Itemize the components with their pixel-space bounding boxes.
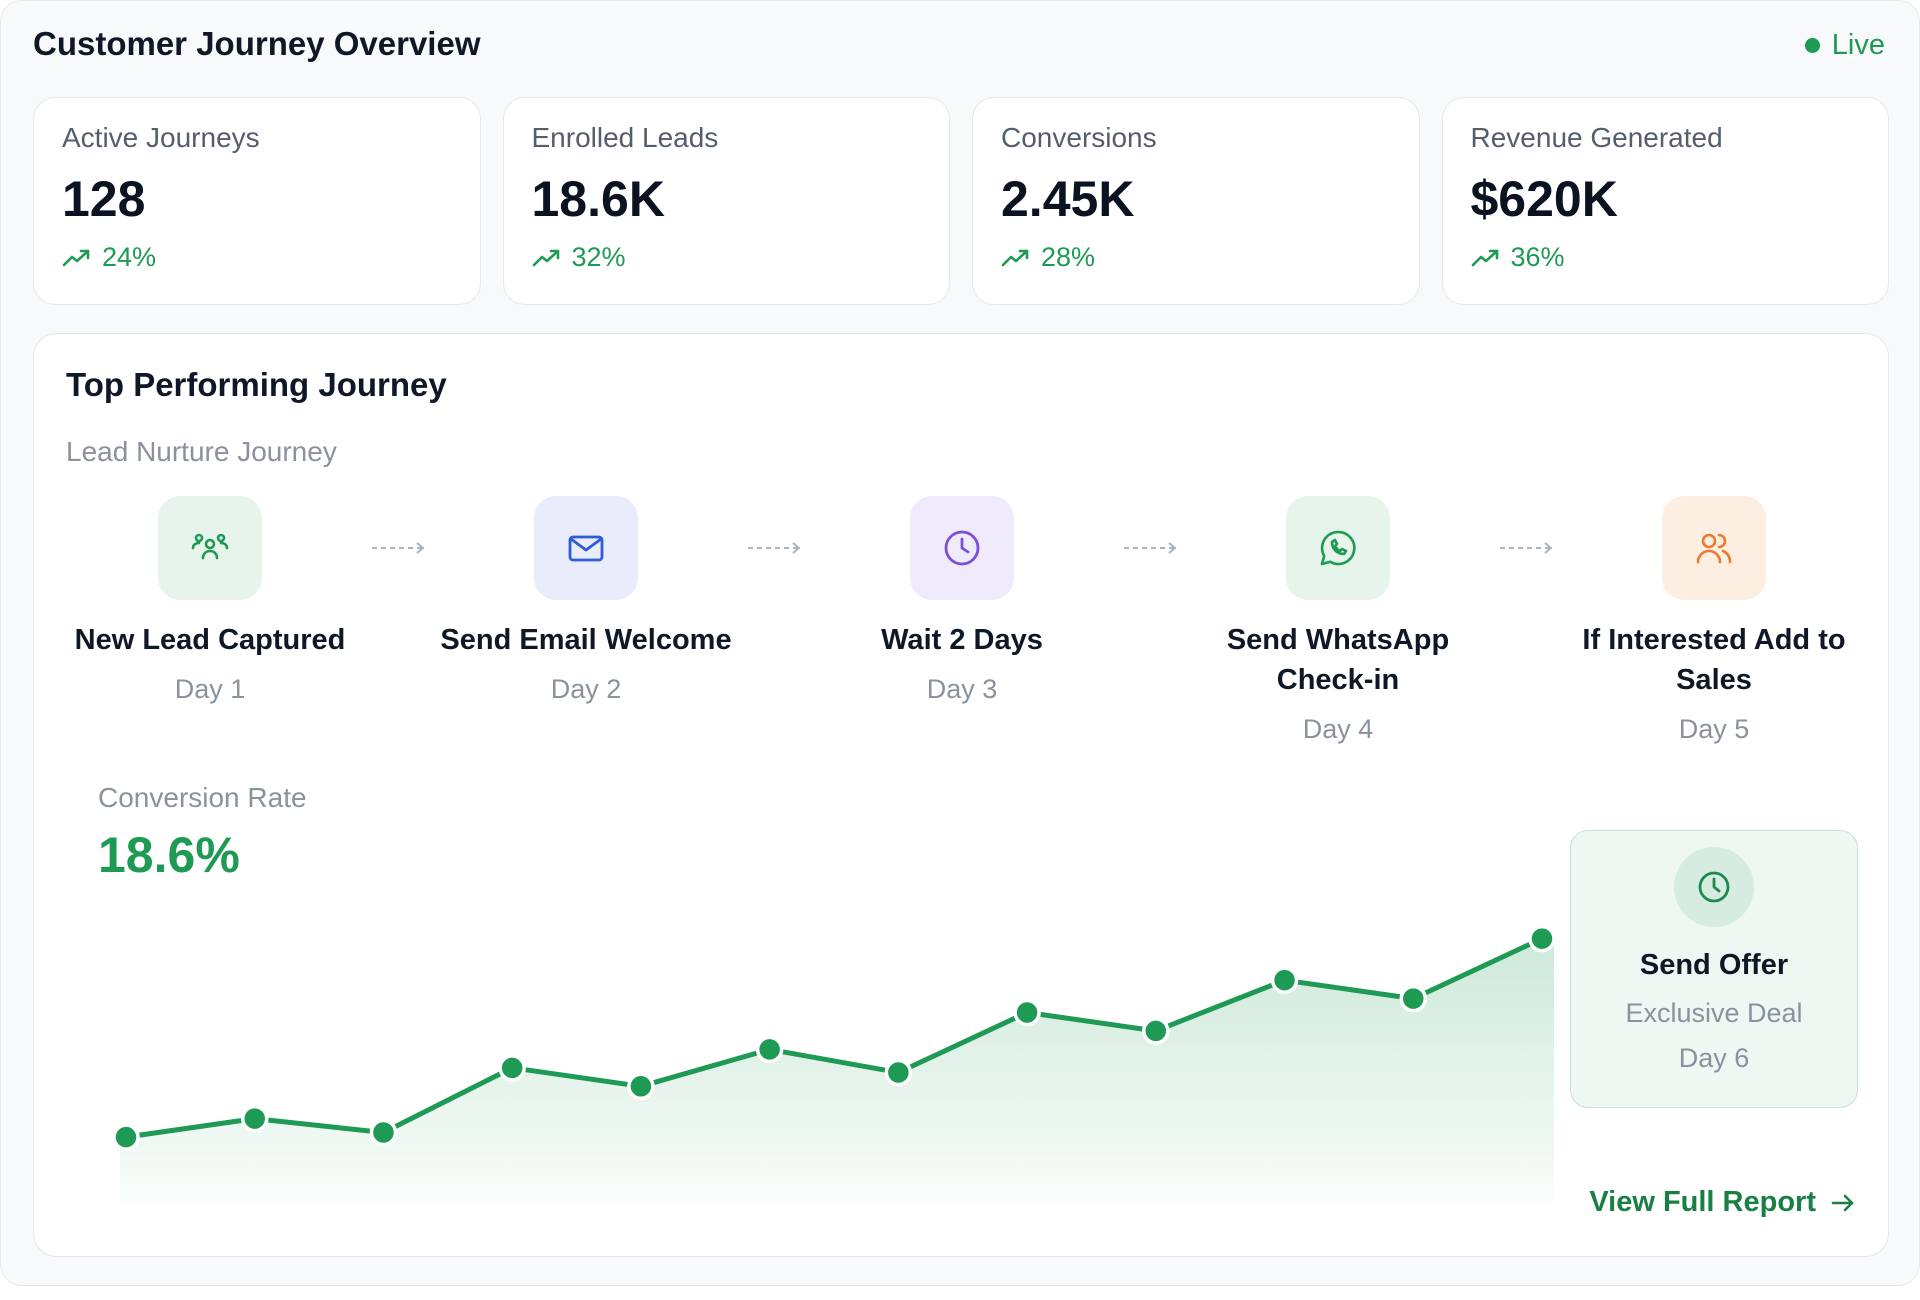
journey-steps: New Lead Captured Day 1 Send Email Welco… [34,496,1890,756]
kpi-delta: 32% [532,242,922,273]
page-title: Customer Journey Overview [33,25,481,62]
whatsapp-icon [1286,496,1390,600]
step-title: New Lead Captured [74,624,346,656]
users-icon [1662,496,1766,600]
step-day: Day 3 [926,674,998,704]
step-title: If Interested Add to Sales [1582,624,1846,696]
step-day: Day 2 [550,674,622,704]
step-title: Wait 2 Days [881,624,1043,656]
journey-step-whatsapp[interactable]: Send WhatsApp Check-in Day 4 [1188,496,1488,745]
journey-step-wait[interactable]: Wait 2 Days Day 3 [812,496,1112,705]
chart-area-fill [120,938,1554,1204]
step-day: Day 5 [1678,714,1750,744]
journey-step-send-email[interactable]: Send Email Welcome Day 2 [436,496,736,705]
kpi-card-revenue[interactable]: Revenue Generated $620K 36% [1441,97,1889,305]
section-title: Top Performing Journey [66,366,447,403]
journey-step-add-to-sales[interactable]: If Interested Add to Sales Day 5 [1564,496,1864,745]
trend-up-icon [1001,249,1029,266]
kpi-delta: 28% [1001,242,1391,273]
kpi-label: Active Journeys [62,122,260,153]
chart-point-6[interactable] [755,1035,784,1064]
kpi-label: Revenue Generated [1470,122,1723,153]
mail-icon [534,496,638,600]
view-full-report-link[interactable]: View Full Report [1589,1186,1856,1219]
offer-subtitle: Exclusive Deal [1625,998,1803,1028]
chart-point-12[interactable] [1528,924,1556,953]
chart-series-line [123,936,1545,1140]
kpi-delta-value: 24% [102,242,157,272]
step-day: Day 1 [174,674,246,704]
journey-step-new-lead[interactable]: New Lead Captured Day 1 [60,496,360,705]
kpi-delta-value: 32% [571,242,626,272]
journey-name: Lead Nurture Journey [66,436,337,467]
trend-up-icon [1471,249,1498,266]
kpi-delta: 24% [62,242,452,273]
chart-point-4[interactable] [498,1054,526,1082]
report-link-label: View Full Report [1589,1186,1816,1218]
offer-day: Day 6 [1678,1043,1750,1073]
chart-point-8[interactable] [1013,998,1041,1027]
chart-point-3[interactable] [369,1118,398,1147]
kpi-card-conversions[interactable]: Conversions 2.45K 28% [972,97,1420,305]
live-label: Live [1831,29,1885,61]
chart-point-9[interactable] [1142,1017,1170,1045]
clock-icon [1674,847,1754,927]
kpi-delta-value: 28% [1041,242,1096,272]
chart-point-11[interactable] [1399,984,1428,1013]
clock-icon [910,496,1014,600]
conversion-chart [112,924,1556,1204]
chart-point-5[interactable] [627,1072,655,1101]
offer-step-card[interactable]: Send Offer Exclusive Deal Day 6 [1570,830,1858,1108]
top-journey-card: Top Performing Journey Lead Nurture Jour… [33,333,1889,1257]
kpi-value: 128 [62,171,146,227]
live-status: Live [1804,29,1885,62]
kpi-value: $620K [1470,171,1618,227]
flow-arrow-icon [372,542,425,554]
conversion-rate-label: Conversion Rate [98,782,307,813]
kpi-row: Active Journeys 128 24% Enrolled Leads 1… [33,97,1889,305]
step-day: Day 4 [1302,714,1374,744]
live-dot-icon [1804,38,1820,53]
kpi-card-active-journeys[interactable]: Active Journeys 128 24% [33,97,481,305]
trend-up-icon [62,249,90,266]
conversion-rate-value: 18.6% [98,827,240,883]
chart-point-10[interactable] [1270,966,1299,994]
kpi-value: 2.45K [1001,171,1135,227]
kpi-value: 18.6K [531,171,665,227]
chart-point-2[interactable] [240,1104,269,1133]
step-title: Send Email Welcome [440,624,732,656]
flow-arrow-icon [748,542,801,554]
kpi-delta: 36% [1471,242,1861,273]
trend-up-icon [532,249,559,266]
flow-arrow-icon [1500,542,1553,554]
chart-point-7[interactable] [884,1058,913,1087]
kpi-label: Conversions [1001,122,1157,153]
kpi-label: Enrolled Leads [531,122,719,153]
users-group-icon [158,496,262,600]
offer-title: Send Offer [1639,949,1789,981]
kpi-card-enrolled-leads[interactable]: Enrolled Leads 18.6K 32% [502,97,950,305]
step-title: Send WhatsApp Check-in [1226,624,1450,696]
arrow-right-icon [1831,1194,1854,1211]
kpi-delta-value: 36% [1510,242,1565,272]
flow-arrow-icon [1124,542,1177,554]
chart-points [112,924,1556,1151]
chart-point-1[interactable] [112,1123,140,1151]
